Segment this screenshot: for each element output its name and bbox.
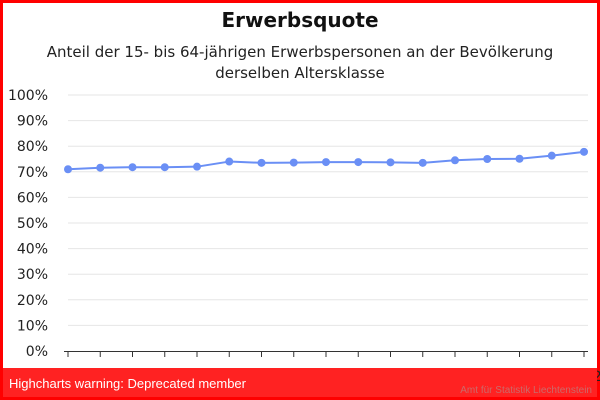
y-tick-label: 30% (17, 267, 48, 283)
y-tick-label: 70% (17, 165, 48, 181)
y-tick-label: 50% (17, 216, 48, 232)
data-point[interactable] (515, 154, 524, 163)
data-point[interactable] (547, 151, 556, 160)
y-tick-label: 90% (17, 114, 48, 130)
data-point[interactable] (289, 158, 298, 167)
chart-subtitle-line-1: Anteil der 15- bis 64-jährigen Erwerbspe… (46, 43, 554, 61)
warning-text: Highcharts warning: Deprecated member (9, 376, 246, 391)
chart-subtitle-line-2: derselben Altersklasse (215, 64, 385, 82)
data-point[interactable] (64, 165, 72, 174)
data-point[interactable] (225, 157, 234, 166)
chart-credits[interactable]: Amt für Statistik Liechtenstein (460, 385, 592, 396)
y-tick-label: 0% (26, 344, 48, 360)
data-point[interactable] (322, 158, 330, 167)
data-point[interactable] (160, 163, 169, 172)
y-tick-label: 60% (17, 190, 48, 206)
data-point[interactable] (483, 155, 492, 163)
data-point[interactable] (257, 158, 266, 167)
y-tick-label: 20% (17, 293, 48, 309)
chart-subtitle: Anteil der 15- bis 64-jährigen Erwerbspe… (40, 42, 560, 84)
y-tick-label: 40% (17, 242, 48, 258)
y-tick-label: 80% (17, 139, 48, 155)
data-point[interactable] (128, 163, 137, 172)
data-point[interactable] (418, 158, 427, 167)
warning-banner: Highcharts warning: Deprecated member (3, 368, 597, 397)
chart-title: Erwerbsquote (221, 8, 379, 32)
data-point[interactable] (386, 158, 395, 167)
y-tick-label: 100% (8, 88, 48, 104)
y-tick-label: 10% (17, 318, 48, 334)
data-point[interactable] (354, 158, 363, 167)
data-point[interactable] (193, 162, 201, 171)
data-point[interactable] (96, 163, 105, 172)
data-point[interactable] (580, 147, 588, 156)
data-point[interactable] (451, 156, 459, 165)
